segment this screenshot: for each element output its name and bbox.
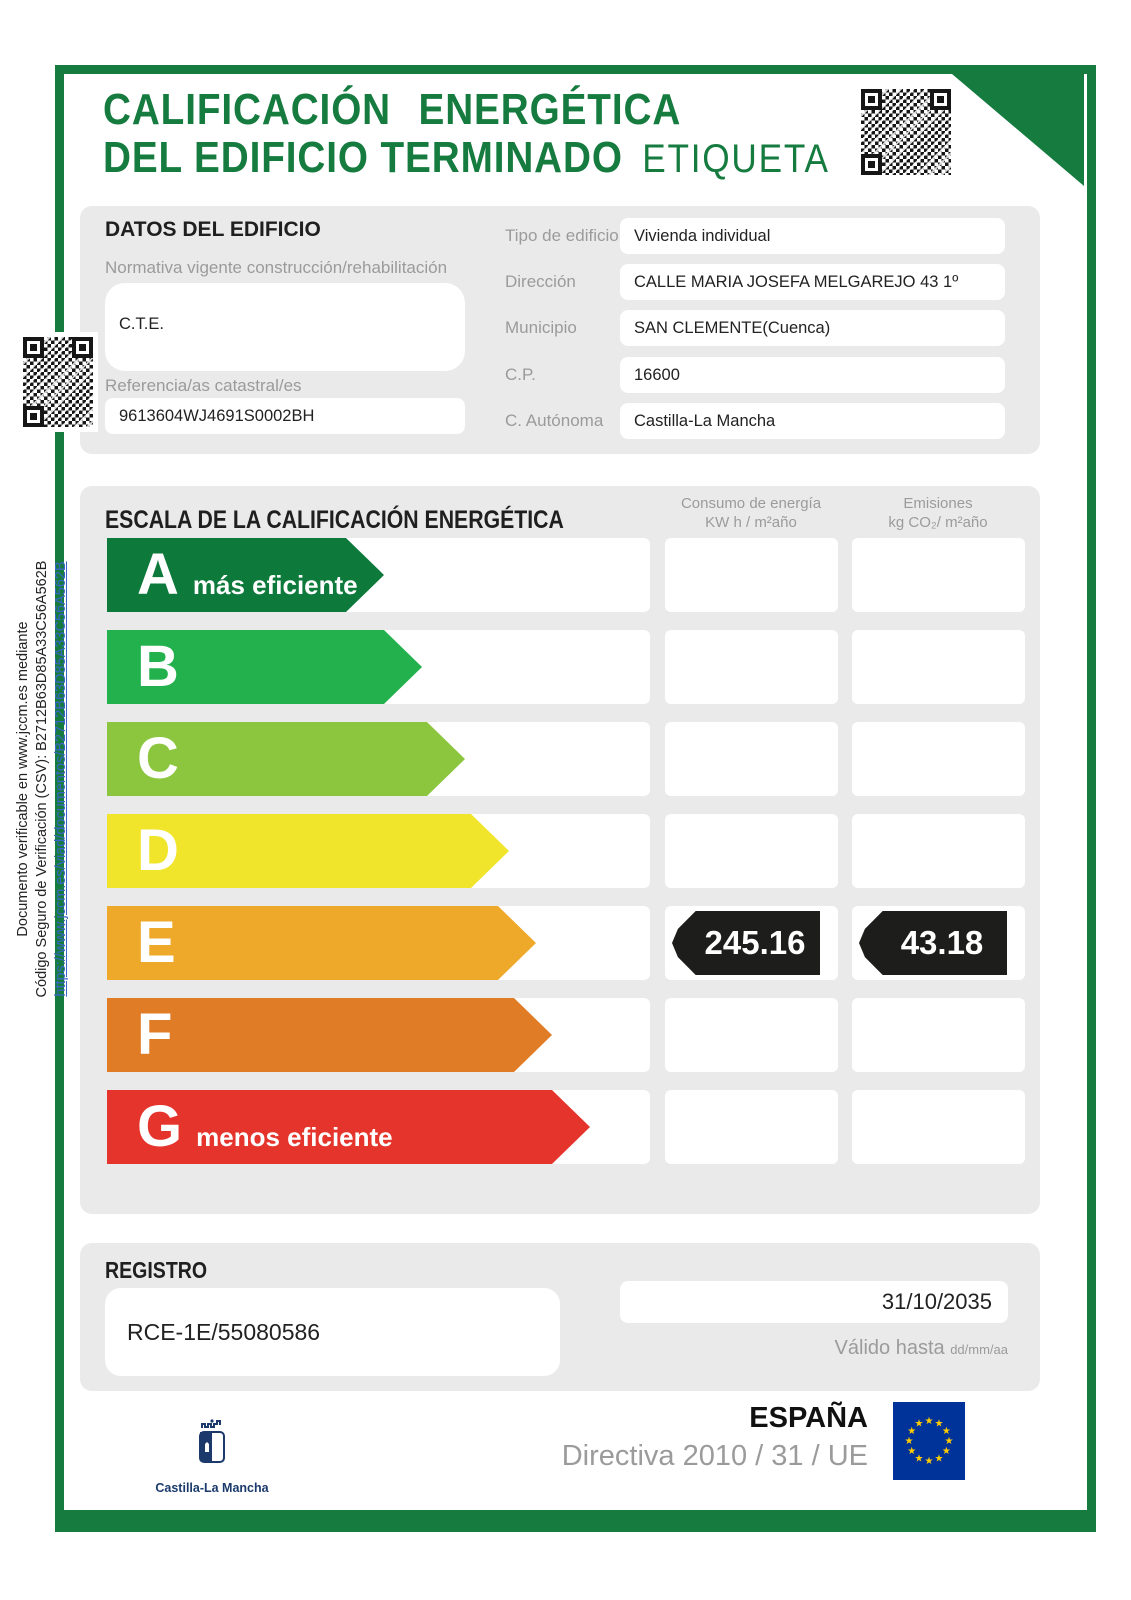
verification-line1: Documento verificable en www.jccm.es med…: [15, 621, 31, 937]
cp-label: C.P.: [505, 365, 536, 384]
emisiones-value-tag: 43.18: [859, 911, 1007, 975]
emisiones-column-header: Emisiones kg CO₂/ m²año: [888, 495, 988, 531]
rating-row-c: C: [80, 722, 1040, 796]
energy-scale-section: ESCALA DE LA CALIFICACIÓN ENERGÉTICA Con…: [80, 486, 1040, 1214]
consumo-cell: [665, 722, 838, 796]
svg-text:★: ★: [905, 1436, 914, 1447]
country-label: ESPAÑA: [749, 1402, 868, 1434]
autonoma-field: Castilla-La Mancha: [620, 403, 1005, 439]
rating-bar-f: F: [107, 998, 552, 1072]
title-line1: CALIFICACIÓN ENERGÉTICA: [103, 85, 682, 134]
corner-fold-decoration: [952, 74, 1084, 186]
normativa-field: C.T.E.: [105, 283, 465, 371]
svg-text:★: ★: [935, 1419, 944, 1430]
consumo-cell: [665, 630, 838, 704]
emisiones-cell: [852, 998, 1025, 1072]
qr-code-header: [856, 84, 956, 180]
consumo-column-header: Consumo de energía KW h / m²año: [680, 495, 822, 531]
svg-text:★: ★: [915, 1419, 924, 1430]
svg-text:★: ★: [935, 1453, 944, 1464]
castilla-la-mancha-logo: Castilla-La Mancha: [152, 1418, 272, 1495]
consumo-cell: [665, 998, 838, 1072]
building-section-title: DATOS DEL EDIFICIO: [105, 218, 321, 241]
registry-code-field: RCE-1E/55080586: [105, 1288, 560, 1376]
cp-field: 16600: [620, 357, 1005, 393]
emisiones-cell: [852, 722, 1025, 796]
svg-text:★: ★: [915, 1453, 924, 1464]
verification-link[interactable]: https://www.jccm.es/viad/documentos/B271…: [53, 561, 69, 997]
svg-text:★: ★: [945, 1436, 954, 1447]
verification-sidebar: Documento verificable en www.jccm.es med…: [14, 544, 72, 1014]
tipo-field: Vivienda individual: [620, 218, 1005, 254]
rating-row-e: E 245.16 43.18: [80, 906, 1040, 980]
emisiones-cell: [852, 1090, 1025, 1164]
scale-section-title: ESCALA DE LA CALIFICACIÓN ENERGÉTICA: [105, 506, 564, 534]
rating-row-d: D: [80, 814, 1040, 888]
svg-text:★: ★: [925, 1456, 934, 1467]
directive-label: Directiva 2010 / 31 / UE: [561, 1440, 868, 1472]
catastral-field: 9613604WJ4691S0002BH: [105, 398, 465, 434]
title-line2: DEL EDIFICIO TERMINADO ETIQUETA: [103, 133, 830, 182]
rating-bar-b: B: [107, 630, 422, 704]
svg-text:★: ★: [907, 1446, 916, 1457]
normativa-label: Normativa vigente construcción/rehabilit…: [105, 258, 448, 277]
title-etiqueta: ETIQUETA: [642, 137, 830, 181]
page-title: CALIFICACIÓN ENERGÉTICA DEL EDIFICIO TER…: [103, 86, 830, 183]
consumo-cell: [665, 1090, 838, 1164]
svg-text:★: ★: [942, 1426, 951, 1437]
rating-bar-c: C: [107, 722, 465, 796]
municipio-label: Municipio: [505, 318, 577, 337]
svg-text:★: ★: [925, 1416, 934, 1427]
emisiones-cell: [852, 538, 1025, 612]
consumo-cell: [665, 814, 838, 888]
tipo-label: Tipo de edificio: [505, 226, 619, 245]
municipio-field: SAN CLEMENTE(Cuenca): [620, 310, 1005, 346]
emisiones-cell: [852, 630, 1025, 704]
catastral-label: Referencia/as catastral/es: [105, 376, 302, 395]
direccion-label: Dirección: [505, 272, 576, 291]
emisiones-cell: [852, 814, 1025, 888]
svg-text:★: ★: [907, 1426, 916, 1437]
consumo-cell: [665, 538, 838, 612]
registry-section-title: REGISTRO: [105, 1257, 208, 1283]
rating-bar-d: D: [107, 814, 509, 888]
autonoma-label: C. Autónoma: [505, 411, 604, 430]
rating-row-b: B: [80, 630, 1040, 704]
rating-bar-e: E: [107, 906, 536, 980]
region-logo-label: Castilla-La Mancha: [155, 1481, 269, 1495]
registry-section: REGISTRO RCE-1E/55080586 31/10/2035 Váli…: [80, 1243, 1040, 1391]
valid-until-label: Válido hasta dd/mm/aa: [834, 1337, 1008, 1359]
direccion-field: CALLE MARIA JOSEFA MELGAREJO 43 1º: [620, 264, 1005, 300]
qr-code-side: [18, 332, 98, 432]
verification-line2: Código Seguro de Verificación (CSV): B27…: [34, 560, 50, 998]
consumo-value-tag: 245.16: [672, 911, 820, 975]
eu-flag-icon: ★ ★ ★ ★ ★ ★ ★ ★ ★ ★ ★ ★: [893, 1402, 965, 1480]
rating-row-f: F: [80, 998, 1040, 1072]
building-data-section: DATOS DEL EDIFICIO Normativa vigente con…: [80, 206, 1040, 454]
svg-text:★: ★: [942, 1446, 951, 1457]
region-shield-icon: [199, 1419, 225, 1463]
valid-date-field: 31/10/2035: [620, 1281, 1008, 1323]
